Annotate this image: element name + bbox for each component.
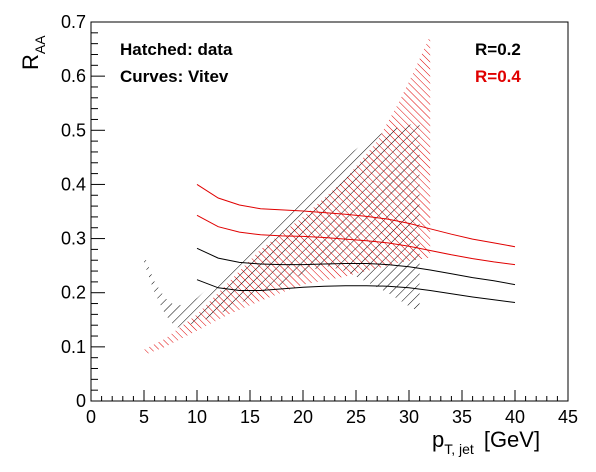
legend-curves: Curves: Vitev	[120, 67, 229, 86]
x-tick-label: 40	[505, 407, 525, 427]
y-tick-label: 0.2	[61, 283, 86, 303]
x-tick-label: 5	[139, 407, 149, 427]
legend-r04: R=0.4	[475, 67, 521, 86]
x-tick-label: 15	[240, 407, 260, 427]
x-axis-title: pT, jet [GeV]	[432, 427, 540, 457]
x-tick-label: 10	[187, 407, 207, 427]
x-tick-label: 35	[452, 407, 472, 427]
y-tick-label: 0.1	[61, 337, 86, 357]
y-tick-label: 0.6	[61, 66, 86, 86]
x-tick-label: 45	[558, 407, 578, 427]
x-tick-label: 30	[399, 407, 419, 427]
y-tick-label: 0.4	[61, 174, 86, 194]
legend-r02: R=0.2	[475, 40, 521, 59]
legend-hatched: Hatched: data	[120, 40, 233, 59]
y-tick-label: 0.7	[61, 12, 86, 32]
y-tick-label: 0.5	[61, 120, 86, 140]
y-tick-label: 0.3	[61, 229, 86, 249]
x-tick-labels: 0 5 10 15 20 25 30 35 40 45	[86, 407, 578, 427]
y-tick-labels: 0 0.1 0.2 0.3 0.4 0.5 0.6 0.7	[61, 12, 86, 411]
y-axis-title: RAA	[18, 35, 48, 70]
x-tick-label: 0	[86, 407, 96, 427]
y-tick-label: 0	[76, 391, 86, 411]
x-tick-label: 20	[293, 407, 313, 427]
x-tick-label: 25	[346, 407, 366, 427]
